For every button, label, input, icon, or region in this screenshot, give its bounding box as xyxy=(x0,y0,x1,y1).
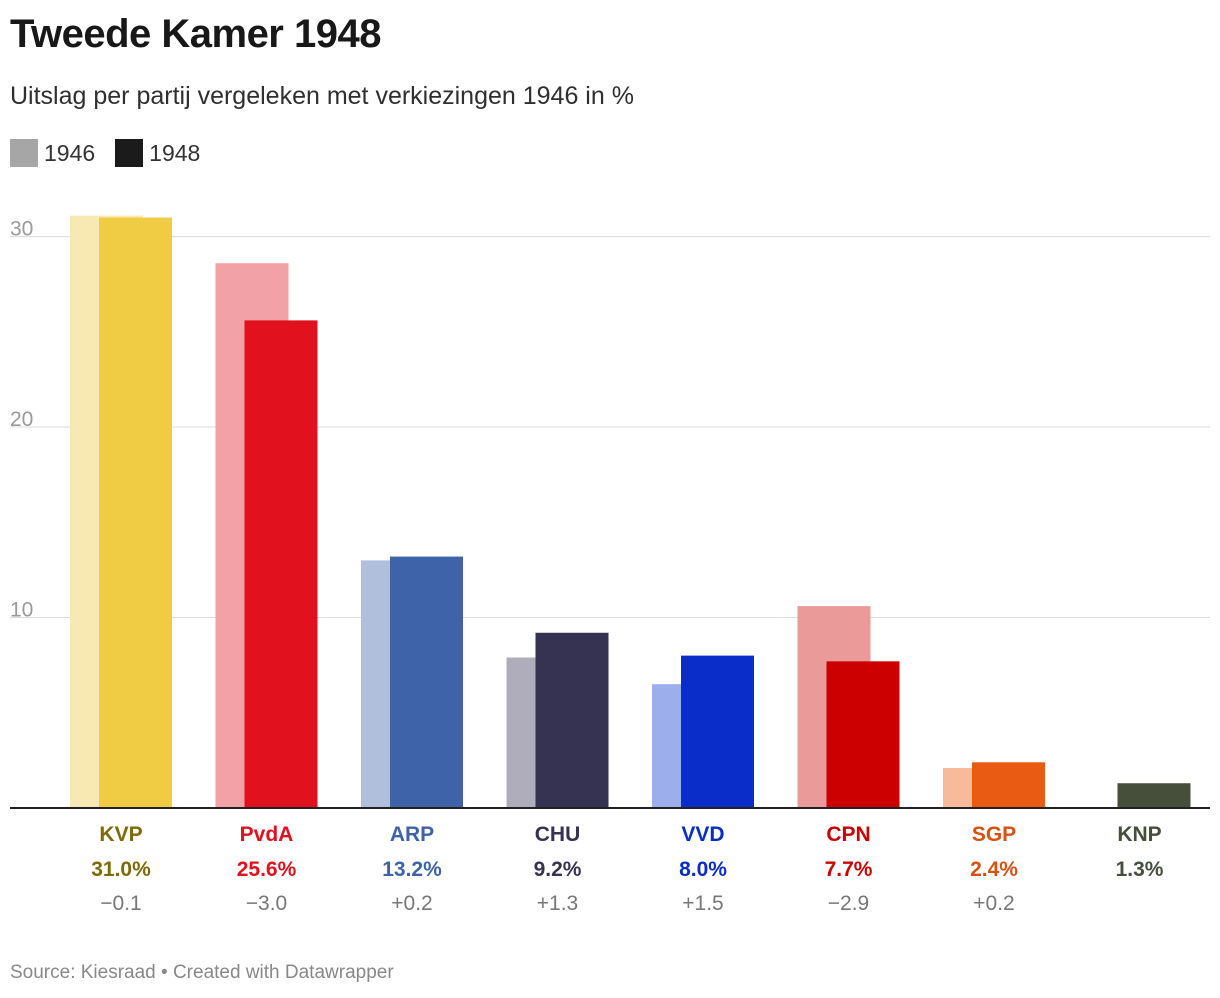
diff-label-arp: +0.2 xyxy=(391,892,432,915)
diff-label-pvda: −3.0 xyxy=(246,892,287,915)
diff-label-cpn: −2.9 xyxy=(828,892,869,915)
diff-label-sgp: +0.2 xyxy=(973,892,1014,915)
legend: 1946 1948 xyxy=(10,138,220,168)
value-label-vvd: 8.0% xyxy=(679,858,727,881)
bar-1948-vvd xyxy=(681,655,754,808)
value-label-cpn: 7.7% xyxy=(825,858,873,881)
legend-swatch-1948 xyxy=(115,139,144,167)
x-tick-label-pvda: PvdA xyxy=(240,823,294,846)
source-note: Source: Kiesraad • Created with Datawrap… xyxy=(10,962,394,983)
bar-1948-arp xyxy=(390,556,463,808)
bar-1948-pvda xyxy=(244,320,318,808)
legend-item-1948: 1948 xyxy=(115,139,200,167)
diff-label-chu: +1.3 xyxy=(537,892,578,915)
bar-1948-kvp xyxy=(99,217,172,808)
bar-1948-chu xyxy=(535,632,609,808)
bar-1948-knp xyxy=(1117,783,1191,808)
x-tick-label-chu: CHU xyxy=(535,823,581,846)
chart-subtitle: Uitslag per partij vergeleken met verkie… xyxy=(10,82,634,110)
y-tick-label-10: 10 xyxy=(10,599,33,622)
x-tick-label-knp: KNP xyxy=(1117,823,1161,846)
legend-label-1946: 1946 xyxy=(44,139,96,166)
diff-label-vvd: +1.5 xyxy=(682,892,723,915)
legend-swatch-1946 xyxy=(10,139,38,167)
x-tick-label-arp: ARP xyxy=(390,823,434,846)
value-label-knp: 1.3% xyxy=(1116,858,1164,881)
value-label-sgp: 2.4% xyxy=(970,858,1018,881)
diff-label-kvp: −0.1 xyxy=(100,892,141,915)
legend-label-1948: 1948 xyxy=(149,139,201,166)
legend-item-1946: 1946 xyxy=(10,139,95,167)
x-tick-label-kvp: KVP xyxy=(99,823,142,846)
x-tick-label-vvd: VVD xyxy=(681,823,724,846)
bar-1948-sgp xyxy=(972,762,1045,808)
value-label-pvda: 25.6% xyxy=(237,858,297,881)
value-label-arp: 13.2% xyxy=(382,858,442,881)
value-label-chu: 9.2% xyxy=(534,858,582,881)
x-tick-label-sgp: SGP xyxy=(972,823,1016,846)
value-label-kvp: 31.0% xyxy=(91,858,151,881)
x-tick-label-cpn: CPN xyxy=(826,823,870,846)
chart-title: Tweede Kamer 1948 xyxy=(10,12,381,56)
bar-chart: 10 20 30 KVP 31.0% −0.1 PvdA 25.6% −3.0 ARP 13.2% +… xyxy=(10,215,1210,915)
bar-1948-cpn xyxy=(826,661,900,808)
y-tick-label-30: 30 xyxy=(10,218,33,241)
y-tick-label-20: 20 xyxy=(10,408,33,431)
